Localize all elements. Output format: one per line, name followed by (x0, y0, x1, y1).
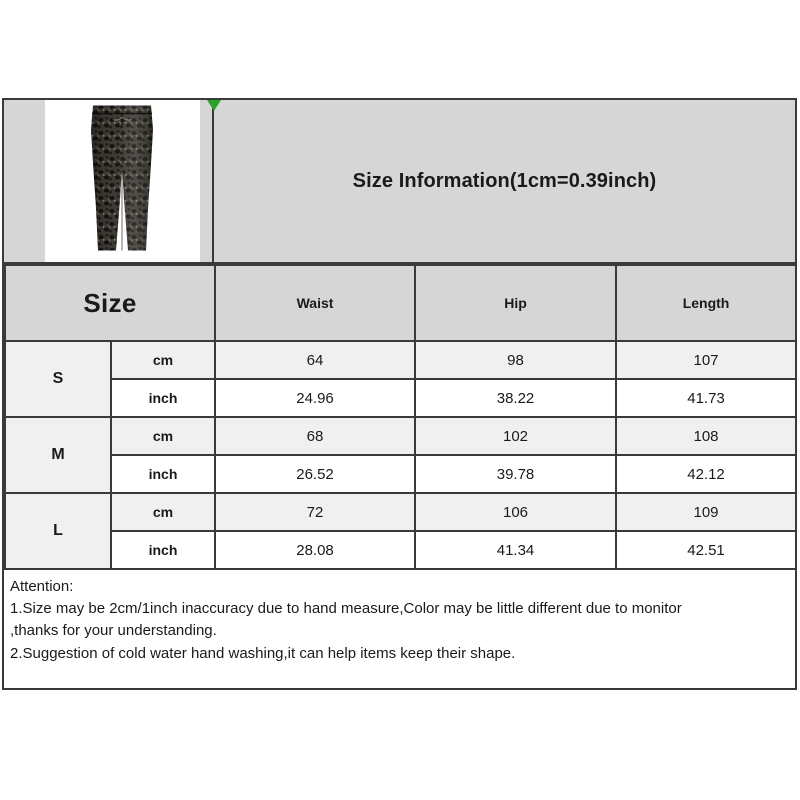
attention-line-1: 1.Size may be 2cm/1inch inaccuracy due t… (10, 600, 682, 618)
pants-illustration-icon (76, 104, 168, 259)
attention-heading: Attention: (10, 578, 74, 595)
attention-line-2: ,thanks for your understanding. (10, 622, 217, 640)
unit-label-cm: cm (109, 340, 217, 380)
size-label-m: M (4, 416, 112, 494)
cell-l-cm-length: 109 (615, 492, 798, 532)
size-label-s: S (4, 340, 112, 418)
table-row: S cm 64 98 107 (4, 340, 798, 418)
cell-l-cm-hip: 106 (414, 492, 618, 532)
cell-l-cm-waist: 72 (214, 492, 417, 532)
cell-m-inch-waist: 26.52 (214, 454, 417, 494)
unit-label-cm: cm (109, 416, 217, 456)
column-header-waist: Waist (214, 264, 417, 342)
product-image-cell (4, 100, 221, 262)
green-triangle-marker-icon (207, 100, 221, 111)
attention-line-3: 2.Suggestion of cold water hand washing,… (10, 644, 516, 662)
cell-m-cm-hip: 102 (414, 416, 618, 456)
column-header-length: Length (615, 264, 798, 342)
column-header-hip: Hip (414, 264, 618, 342)
cell-m-inch-length: 42.12 (615, 454, 798, 494)
size-label-l: L (4, 492, 112, 570)
unit-label-inch: inch (109, 530, 217, 570)
cell-m-inch-hip: 39.78 (414, 454, 618, 494)
table-header-row: Size Waist Hip Length (3, 264, 798, 342)
cell-s-cm-hip: 98 (414, 340, 618, 380)
size-table: Size Waist Hip Length S cm 64 98 107 inc… (3, 264, 798, 570)
chart-banner: Size Information(1cm=0.39inch) (4, 100, 795, 264)
cell-s-cm-length: 107 (615, 340, 798, 380)
table-row: M cm 68 102 108 (4, 416, 798, 494)
cell-s-inch-hip: 38.22 (414, 378, 618, 418)
cell-m-cm-length: 108 (615, 416, 798, 456)
cell-m-cm-waist: 68 (214, 416, 417, 456)
cell-s-cm-waist: 64 (214, 340, 417, 380)
banner-title-cell: Size Information(1cm=0.39inch) (214, 100, 795, 262)
column-header-size: Size (3, 264, 217, 342)
unit-label-cm: cm (109, 492, 217, 532)
table-row: inch 26.52 39.78 42.12 (5, 454, 798, 494)
table-row: inch 24.96 38.22 41.73 (5, 378, 798, 418)
size-information-title: Size Information(1cm=0.39inch) (352, 169, 657, 192)
cell-l-inch-hip: 41.34 (414, 530, 618, 570)
cell-l-inch-waist: 28.08 (214, 530, 417, 570)
unit-label-inch: inch (109, 454, 217, 494)
cell-s-inch-length: 41.73 (615, 378, 798, 418)
table-row: inch 28.08 41.34 42.51 (5, 530, 798, 570)
product-photo (44, 100, 200, 262)
unit-label-inch: inch (109, 378, 217, 418)
size-chart-frame: Size Information(1cm=0.39inch) Size Wais… (2, 98, 798, 690)
cell-l-inch-length: 42.51 (615, 530, 798, 570)
cell-s-inch-waist: 24.96 (214, 378, 417, 418)
attention-block: Attention: 1.Size may be 2cm/1inch inacc… (4, 570, 795, 669)
table-row: L cm 72 106 109 (4, 492, 798, 570)
